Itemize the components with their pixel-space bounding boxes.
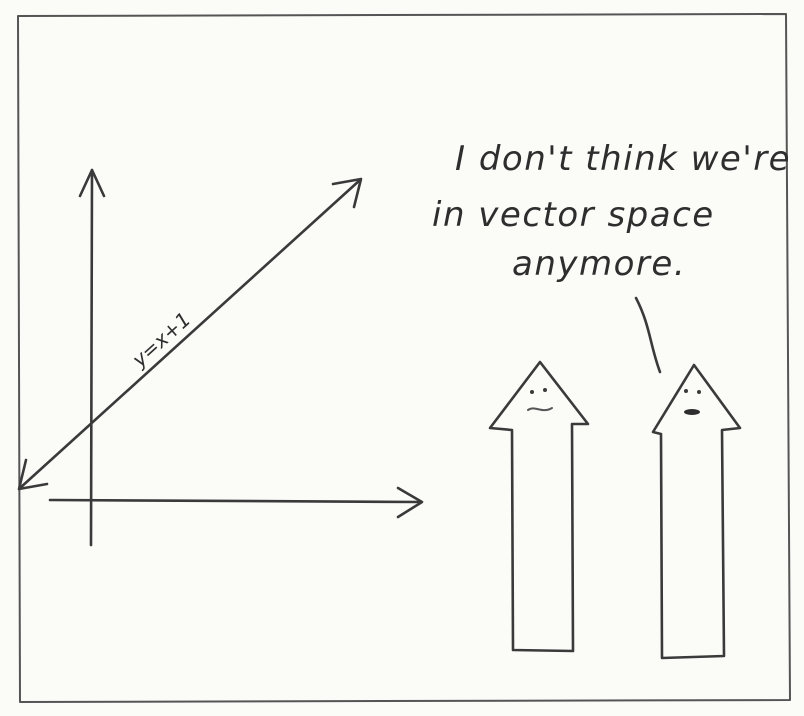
diagonal-line — [18, 178, 362, 490]
y-axis — [89, 168, 94, 547]
x-axis — [48, 498, 422, 504]
left-arrow-body — [488, 360, 590, 653]
panel-border — [17, 13, 791, 703]
speech-line-1: I don't think we're — [455, 139, 791, 179]
x-axis-arrowhead — [396, 486, 424, 519]
right-arrow-body — [651, 363, 742, 660]
speech-bubble-text: I don't think we're in vector space anym… — [432, 139, 791, 284]
coordinate-axes — [48, 168, 424, 547]
diagonal-arrowhead-bottom — [17, 458, 49, 491]
left-arrow-character — [488, 360, 590, 653]
speech-tail — [634, 296, 662, 374]
right-arrow-eye-right — [697, 390, 701, 394]
left-arrow-eye-right — [543, 388, 547, 392]
speech-line-2: in vector space — [432, 195, 715, 235]
right-arrow-eye-left — [684, 389, 688, 393]
y-axis-arrowhead — [78, 168, 106, 198]
right-arrow-mouth — [684, 409, 700, 415]
left-arrow-mouth — [527, 407, 553, 412]
speech-line-3: anymore. — [512, 244, 686, 284]
diagonal-arrowhead-top — [331, 177, 363, 209]
left-arrow-eye-left — [530, 390, 534, 394]
right-arrow-character — [651, 363, 742, 660]
